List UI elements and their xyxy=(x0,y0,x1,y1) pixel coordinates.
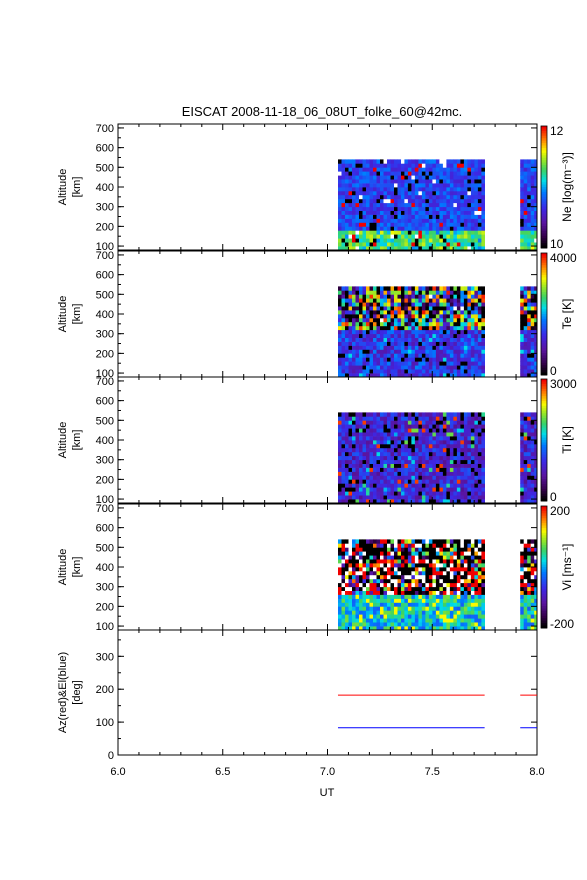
panel-frame xyxy=(117,629,538,756)
y-tick-label: 700 xyxy=(96,503,114,515)
y-tick-label: 300 xyxy=(96,455,114,467)
chart-title: EISCAT 2008-11-18_06_08UT_folke_60@42mc. xyxy=(182,104,463,119)
y-tick-label: 200 xyxy=(96,348,114,360)
colorbar: 3000 0 Ti [K] xyxy=(540,377,577,504)
y-tick-label: 200 xyxy=(96,601,114,613)
y-axis-label: Altitude [km] xyxy=(57,169,83,206)
colorbar-max-label: 3000 xyxy=(550,377,577,391)
y-tick-label: 300 xyxy=(96,651,114,663)
y-tick-label: 100 xyxy=(96,621,114,633)
y-tick-label: 100 xyxy=(96,717,114,729)
ut-axis: 6.0 6.5 7.0 7.5 8.0 xyxy=(110,766,544,778)
colorbar-label: Ne [log(m⁻³)] xyxy=(560,152,574,222)
panel-3: 100 200 300 400 500 600 700 Altitude [km] 3000 0 Ti… xyxy=(57,376,577,506)
y-tick-label: 100 xyxy=(96,494,114,506)
colorbar: 4000 0 Te [K] xyxy=(540,251,577,378)
y-axis-label: Altitude [km] xyxy=(57,422,83,459)
colorbar-label: Ti [K] xyxy=(560,426,574,454)
y-tick-label: 100 xyxy=(96,241,114,253)
y-tick-label: 300 xyxy=(96,582,114,594)
y-tick-label: 700 xyxy=(96,376,114,388)
y-tick-label: 500 xyxy=(96,289,114,301)
y-tick-label: 400 xyxy=(96,562,114,574)
colorbar-min-label: -200 xyxy=(550,617,574,631)
y-axis-label: Altitude [km] xyxy=(57,296,83,333)
x-tick-label: 6.0 xyxy=(110,766,125,778)
y-tick-label: 0 xyxy=(108,750,114,762)
colorbar-max-label: 12 xyxy=(550,124,564,138)
y-tick-label: 600 xyxy=(96,143,114,155)
y-tick-label: 200 xyxy=(96,684,114,696)
y-tick-label: 700 xyxy=(96,250,114,262)
y-tick-label: 200 xyxy=(96,221,114,233)
colorbar-min-label: 0 xyxy=(550,490,557,504)
y-tick-label: 400 xyxy=(96,309,114,321)
y-tick-label: 400 xyxy=(96,435,114,447)
colorbar-max-label: 200 xyxy=(550,504,570,518)
y-axis-label: Altitude [km] xyxy=(57,549,83,586)
y-tick-label: 300 xyxy=(96,329,114,341)
x-tick-label: 8.0 xyxy=(529,766,544,778)
y-tick-label: 300 xyxy=(96,202,114,214)
y-tick-label: 200 xyxy=(96,474,114,486)
colorbar: 12 10 Ne [log(m⁻³)] xyxy=(540,124,574,251)
heatmap-cells xyxy=(338,539,538,631)
colorbar: 200 -200 Vi [ms⁻¹] xyxy=(540,504,574,631)
x-axis-label: UT xyxy=(320,787,335,799)
y-tick-label: 500 xyxy=(96,542,114,554)
colorbar-label: Te [K] xyxy=(560,299,574,330)
panel-1: 100 200 300 400 500 600 700 Altitude [km] 12 10 Ne … xyxy=(57,123,574,253)
parameter-panels: 100 200 300 400 500 600 700 Altitude [km] 12 10 Ne … xyxy=(57,123,577,633)
panel-2: 100 200 300 400 500 600 700 Altitude [km] 4000 0 Te… xyxy=(57,250,577,380)
x-tick-label: 7.0 xyxy=(320,766,335,778)
y-axis-label: Az(red)&El(blue) [deg] xyxy=(57,652,83,733)
y-tick-label: 100 xyxy=(96,368,114,380)
heatmap-cells xyxy=(338,286,538,378)
x-tick-label: 7.5 xyxy=(425,766,440,778)
y-tick-label: 700 xyxy=(96,123,114,135)
x-tick-label: 6.5 xyxy=(215,766,230,778)
y-tick-label: 400 xyxy=(96,182,114,194)
y-tick-label: 600 xyxy=(96,523,114,535)
colorbar-min-label: 0 xyxy=(550,364,557,378)
heatmap-cells xyxy=(338,159,538,251)
heatmap-cells xyxy=(338,412,538,504)
pointing-panel: 0 100 200 300 Az(red)&El(blue) [deg] xyxy=(57,629,538,762)
y-tick-label: 500 xyxy=(96,162,114,174)
y-tick-label: 600 xyxy=(96,270,114,282)
panel-4: 100 200 300 400 500 600 700 Altitude [km] 200 -200… xyxy=(57,503,574,633)
colorbar-label: Vi [ms⁻¹] xyxy=(560,544,574,591)
y-tick-label: 600 xyxy=(96,396,114,408)
y-tick-label: 500 xyxy=(96,415,114,427)
colorbar-max-label: 4000 xyxy=(550,251,577,265)
colorbar-min-label: 10 xyxy=(550,237,564,251)
